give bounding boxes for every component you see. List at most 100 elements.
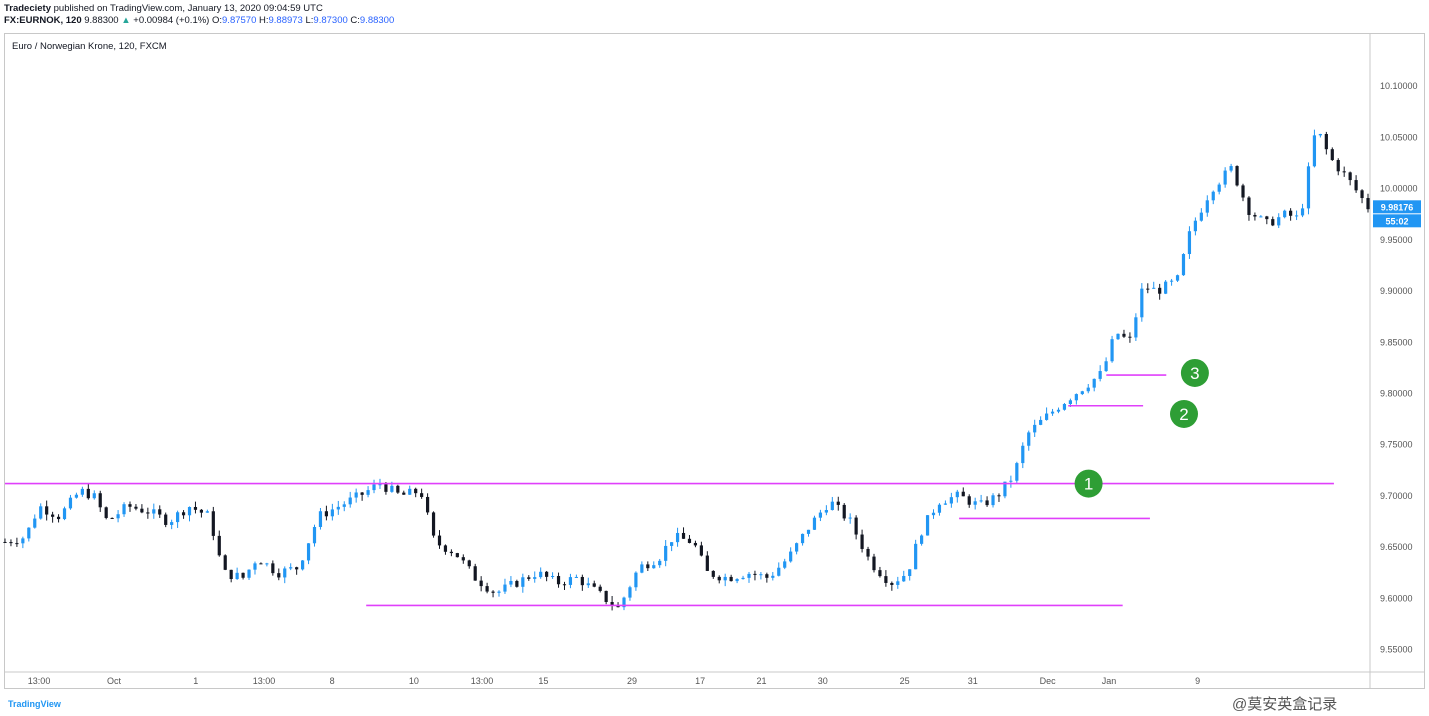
candle-body: [378, 484, 382, 486]
candle-body: [420, 493, 424, 497]
candle-body: [1098, 371, 1102, 379]
candle-body: [687, 538, 692, 543]
candle-body: [1253, 214, 1257, 217]
candle-body: [205, 511, 209, 513]
candle-body: [777, 567, 781, 576]
candle-body: [783, 561, 787, 568]
high-value: 9.88973: [268, 15, 303, 26]
candle-body: [759, 574, 763, 576]
candle-body: [193, 506, 198, 510]
y-tick-label: 10.05000: [1380, 132, 1418, 142]
author-name: Tradeciety: [4, 3, 51, 14]
candle-body: [342, 504, 346, 507]
x-tick-label: 25: [900, 676, 910, 686]
candle-body: [550, 575, 555, 577]
marker-circle: [1074, 469, 1103, 498]
candle-body: [289, 567, 293, 569]
candle-body: [735, 579, 739, 582]
candle-body: [622, 597, 626, 608]
candle-body: [1289, 210, 1293, 216]
candle-body: [556, 575, 561, 585]
candle-body: [437, 535, 442, 546]
candle-body: [860, 534, 864, 549]
countdown-label: 55:02: [1385, 216, 1408, 226]
candle-body: [628, 587, 632, 598]
candle-body: [158, 509, 162, 515]
candle-body: [1205, 200, 1209, 213]
candle-body: [443, 545, 448, 552]
candle-body: [866, 548, 870, 557]
candle-body: [818, 512, 823, 518]
candle-body: [1074, 394, 1078, 401]
candle-body: [991, 495, 995, 506]
marker-circle: [1180, 358, 1209, 387]
candle-body: [1068, 400, 1073, 404]
candle-body: [652, 565, 656, 569]
candle-body: [1247, 197, 1251, 215]
candle-body: [586, 583, 590, 586]
x-tick-label: 21: [756, 676, 766, 686]
candle-body: [1187, 231, 1192, 255]
y-tick-label: 9.85000: [1380, 337, 1413, 347]
y-tick-label: 10.10000: [1380, 81, 1418, 91]
y-tick-label: 9.55000: [1380, 645, 1413, 655]
candle-body: [1271, 219, 1275, 226]
candle-body: [318, 511, 323, 527]
candle-body: [1062, 403, 1067, 410]
candle-body: [979, 500, 983, 502]
candle-body: [908, 569, 912, 576]
current-price-label: 9.98176: [1381, 202, 1414, 212]
open-label: O:: [211, 15, 223, 26]
candle-body: [1092, 378, 1096, 388]
candle-body: [509, 580, 513, 585]
low-label: L:: [305, 15, 314, 26]
y-tick-label: 10.00000: [1380, 184, 1418, 194]
candle-body: [92, 493, 96, 499]
candle-body: [1110, 339, 1114, 362]
candle-body: [3, 541, 7, 543]
candle-body: [1080, 391, 1084, 395]
current-price-badge: [1373, 200, 1421, 214]
candle-body: [878, 570, 882, 577]
y-tick-label: 9.70000: [1380, 491, 1413, 501]
x-tick-label: 1: [193, 676, 198, 686]
candle-body: [164, 514, 168, 525]
candle-body: [354, 492, 358, 498]
candle-body: [1015, 463, 1019, 481]
candle-body: [896, 581, 900, 585]
candle-body: [1283, 210, 1287, 218]
candle-body: [604, 590, 608, 603]
candle-body: [467, 560, 471, 567]
x-tick-label: 15: [538, 676, 548, 686]
candle-body: [949, 497, 953, 504]
candle-body: [1169, 280, 1174, 282]
candle-body: [937, 504, 942, 513]
x-tick-label: 30: [818, 676, 828, 686]
candle-body: [253, 563, 257, 570]
candle-body: [1348, 172, 1352, 181]
candle-body: [574, 576, 578, 578]
candle-body: [247, 569, 251, 578]
candle-body: [45, 506, 49, 515]
marker-circle: [1169, 399, 1198, 428]
candle-body: [1181, 254, 1186, 276]
candle-body: [152, 509, 156, 514]
candle-body: [425, 496, 430, 513]
candle-body: [705, 555, 709, 571]
candle-body: [789, 551, 793, 562]
candle-body: [824, 510, 828, 513]
candle-body: [920, 535, 924, 544]
candle-body: [312, 526, 317, 544]
candle-body: [931, 512, 936, 516]
candle-body: [199, 509, 204, 513]
candle-body: [1193, 220, 1197, 232]
candle-body: [146, 512, 150, 514]
candle-body: [479, 580, 483, 587]
candle-body: [890, 582, 894, 585]
marker-label: 1: [1084, 475, 1093, 494]
candle-body: [610, 602, 614, 606]
y-tick-label: 9.80000: [1380, 388, 1413, 398]
x-tick-label: 10: [409, 676, 419, 686]
x-tick-label: 9: [1195, 676, 1200, 686]
